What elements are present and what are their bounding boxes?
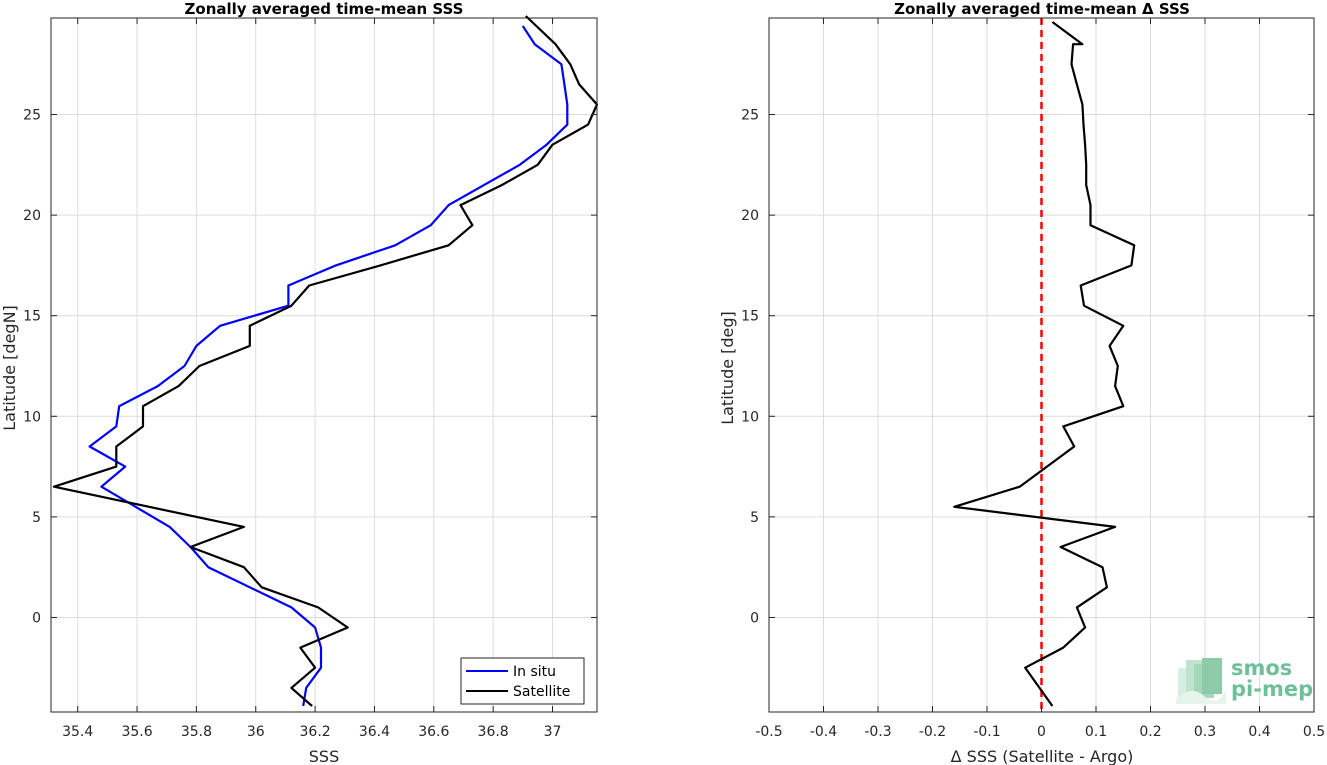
y-tick-label: 20 xyxy=(23,208,41,224)
x-tick-label: 36.4 xyxy=(359,724,390,740)
right-title: Zonally averaged time-mean Δ SSS xyxy=(894,0,1190,18)
y-tick-label: 10 xyxy=(741,409,759,425)
left-plot-area xyxy=(51,18,597,712)
x-tick-label: 35.4 xyxy=(62,724,93,740)
y-tick-label: 15 xyxy=(741,309,759,325)
y-tick-label: 15 xyxy=(23,309,41,325)
x-tick-label: 37 xyxy=(544,724,562,740)
y-tick-label: 20 xyxy=(741,208,759,224)
left-y-axis-label: Latitude [degN] xyxy=(0,305,19,431)
x-tick-label: 0.5 xyxy=(1303,724,1325,740)
y-tick-label: 0 xyxy=(750,610,759,626)
right-panel: smos pi-mep -0.5 -0.4 -0.3 -0.2 -0.1 0 0.1 0.2 0… xyxy=(718,0,1325,765)
y-tick-label: 25 xyxy=(23,108,41,124)
legend-label-in-situ: In situ xyxy=(513,664,556,680)
logo: smos pi-mep xyxy=(1176,656,1313,704)
x-tick-label: -0.3 xyxy=(864,724,891,740)
y-tick-label: 5 xyxy=(32,510,41,526)
logo-mark-icon xyxy=(1176,658,1226,704)
left-plot-frame xyxy=(50,17,598,713)
y-tick-label: 10 xyxy=(23,409,41,425)
x-tick-label: -0.1 xyxy=(973,724,1000,740)
in-situ-series-line xyxy=(88,25,569,707)
right-series-lines xyxy=(953,18,1136,712)
x-tick-label: -0.2 xyxy=(919,724,946,740)
right-ticks: -0.5 -0.4 -0.3 -0.2 -0.1 0 0.1 0.2 0.3 0.4 0.5 0 5 10… xyxy=(741,18,1325,740)
legend-label-satellite: Satellite xyxy=(513,684,570,700)
x-tick-label: 0 xyxy=(1037,724,1046,740)
left-title: Zonally averaged time-mean SSS xyxy=(185,0,464,18)
y-tick-label: 5 xyxy=(750,510,759,526)
x-tick-label: 36.2 xyxy=(300,724,331,740)
logo-text-smos: smos xyxy=(1231,656,1292,680)
x-tick-label: 36 xyxy=(247,724,265,740)
x-tick-label: 0.1 xyxy=(1085,724,1107,740)
x-tick-label: 0.4 xyxy=(1248,724,1270,740)
x-tick-label: 0.2 xyxy=(1139,724,1161,740)
left-panel: 35.4 35.6 35.8 36 36.2 36.4 36.6 36.8 37 0 5 10 15 20… xyxy=(0,0,599,765)
x-tick-label: 0.3 xyxy=(1194,724,1216,740)
x-tick-label: 36.8 xyxy=(478,724,509,740)
left-series-lines xyxy=(52,15,599,707)
logo-text-pi-mep: pi-mep xyxy=(1231,677,1313,701)
x-tick-label: -0.4 xyxy=(810,724,837,740)
right-y-axis-label: Latitude [deg] xyxy=(718,311,737,425)
left-x-axis-label: SSS xyxy=(309,747,339,765)
satellite-series-line xyxy=(52,15,599,707)
x-tick-label: 36.6 xyxy=(418,724,449,740)
right-x-axis-label: Δ SSS (Satellite - Argo) xyxy=(951,747,1134,765)
x-tick-label: 35.6 xyxy=(121,724,152,740)
y-tick-label: 25 xyxy=(741,108,759,124)
x-tick-label: 35.8 xyxy=(181,724,212,740)
legend: In situ Satellite xyxy=(460,657,585,705)
legend-box xyxy=(460,657,585,705)
x-tick-label: -0.5 xyxy=(755,724,782,740)
delta-series-line xyxy=(953,21,1136,707)
y-tick-label: 0 xyxy=(32,610,41,626)
left-ticks: 35.4 35.6 35.8 36 36.2 36.4 36.6 36.8 37 0 5 10 15 20… xyxy=(23,18,597,740)
